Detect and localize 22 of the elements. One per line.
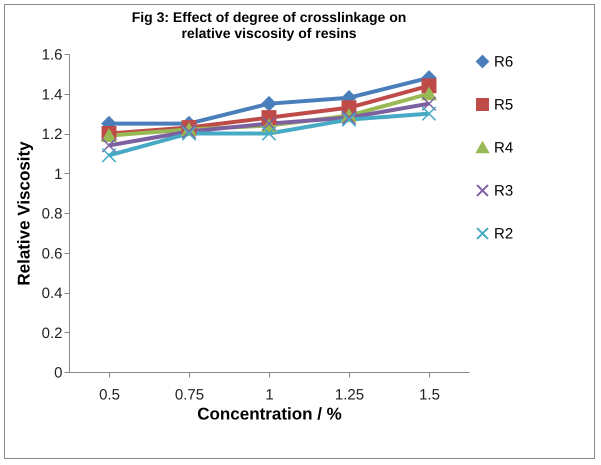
legend-label: R5 bbox=[494, 96, 514, 114]
y-tick-label: 0 bbox=[54, 364, 62, 382]
y-tick-label: 1.6 bbox=[42, 46, 62, 64]
x-tick-label: 0.75 bbox=[174, 386, 204, 404]
y-axis-title: Relative Viscosity bbox=[14, 140, 34, 286]
y-tick-label: 0.8 bbox=[42, 206, 62, 222]
x-tick-label: 1.25 bbox=[334, 386, 364, 404]
x-axis-title: Concentration / % bbox=[197, 404, 342, 424]
y-tick-label: 1.2 bbox=[42, 126, 62, 143]
legend-label: R3 bbox=[494, 182, 514, 200]
y-tick-label: 1.4 bbox=[42, 86, 62, 104]
y-tick-label: 0.6 bbox=[42, 245, 62, 262]
x-tick-label: 1.5 bbox=[419, 386, 440, 404]
legend-label: R2 bbox=[494, 226, 514, 242]
x-tick-label: 0.5 bbox=[99, 386, 120, 404]
x-tick-label: 1 bbox=[265, 386, 274, 404]
y-tick-label: 1 bbox=[54, 166, 62, 183]
y-tick-label: 0.2 bbox=[42, 324, 62, 342]
legend-label: R4 bbox=[494, 140, 514, 156]
chart-title: Fig 3: Effect of degree of crosslinkage on relative viscosity of resins bbox=[132, 9, 406, 41]
legend-label: R6 bbox=[494, 54, 514, 70]
y-tick-label: 0.4 bbox=[42, 285, 62, 302]
